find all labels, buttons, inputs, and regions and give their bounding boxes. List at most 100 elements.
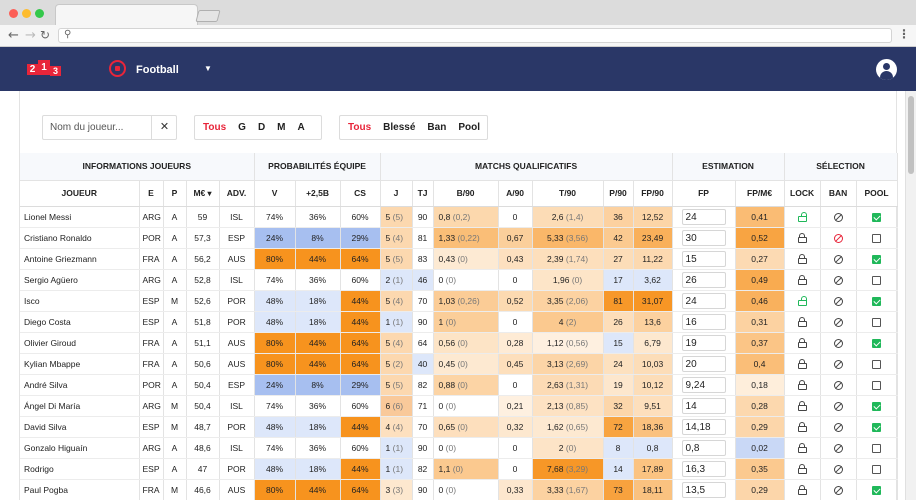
table-row[interactable]: Sergio Agüero ARG A 52,8 ISL 74% 36% 60% 2 (1) 46… [20,269,898,291]
lock-open-icon[interactable] [797,211,808,222]
col-assists-90-header[interactable]: A/90 [498,180,533,207]
filter-status-pool[interactable]: Pool [458,122,480,133]
fp-input[interactable]: 20 [681,355,726,372]
filter-position-a[interactable]: A [297,122,305,133]
user-account-icon[interactable] [876,59,897,80]
minimize-window-icon[interactable] [22,9,31,18]
col-passes-90-header[interactable]: P/90 [603,180,634,207]
lock-closed-icon[interactable] [797,232,807,243]
fp-input[interactable]: 16,3 [681,460,726,477]
col-shots-90-header[interactable]: T/90 [532,180,604,207]
clear-search-icon[interactable]: ✕ [151,116,177,139]
table-row[interactable]: Diego Costa ESP A 51,8 POR 48% 18% 44% 1 (1) 90 1 … [20,311,898,333]
pool-checkbox[interactable] [872,254,882,264]
table-row[interactable]: Gonzalo Higuaín ARG A 48,6 ISL 74% 36% 60% 1 (1)… [20,437,898,459]
pool-checkbox[interactable] [872,338,882,348]
pool-checkbox[interactable] [872,212,882,222]
pool-checkbox[interactable] [872,485,882,495]
fp-input[interactable]: 16 [681,313,726,330]
fp-input[interactable]: 13,5 [681,481,726,498]
ban-icon[interactable] [833,254,843,264]
filter-position-g[interactable]: G [238,122,246,133]
close-window-icon[interactable] [9,9,18,18]
filter-status-all[interactable]: Tous [348,122,372,133]
lock-closed-icon[interactable] [797,379,807,390]
ban-icon[interactable] [833,380,843,390]
forward-arrow-icon[interactable]: → [25,28,36,43]
lock-closed-icon[interactable] [797,442,807,453]
lock-closed-icon[interactable] [797,316,807,327]
lock-closed-icon[interactable] [797,358,807,369]
col-matches-header[interactable]: J [380,180,413,207]
table-row[interactable]: Ángel Di María ARG M 50,4 ISL 74% 36% 60% 6 (6) 7… [20,395,898,417]
ban-icon[interactable] [833,485,843,495]
fp-input[interactable]: 0,8 [681,439,726,456]
ban-icon[interactable] [833,275,843,285]
pool-checkbox[interactable] [872,275,882,285]
col-clean-sheet-header[interactable]: CS [340,180,381,207]
pool-checkbox[interactable] [872,401,882,411]
address-bar[interactable]: ⚲ [58,28,892,43]
pool-checkbox[interactable] [872,422,882,432]
col-over-25-goals-header[interactable]: +2,5B [295,180,341,207]
player-search-input[interactable] [44,117,152,138]
lock-closed-icon[interactable] [797,337,807,348]
browser-tab[interactable] [55,4,198,25]
back-arrow-icon[interactable]: ← [8,28,19,43]
col-player-header[interactable]: JOUEUR [20,180,140,207]
table-row[interactable]: Kylian Mbappe FRA A 50,6 AUS 80% 44% 64% 5 (2) 40… [20,353,898,375]
pool-checkbox[interactable] [872,296,882,306]
ban-icon[interactable] [833,317,843,327]
ban-icon[interactable] [833,464,843,474]
lock-closed-icon[interactable] [797,463,807,474]
col-team-header[interactable]: E [139,180,164,207]
pool-checkbox[interactable] [872,380,882,390]
filter-status-ban[interactable]: Ban [427,122,447,133]
col-win-prob-header[interactable]: V [254,180,296,207]
fp-input[interactable]: 30 [681,229,726,246]
col-lock-header[interactable]: LOCK [784,180,821,207]
new-tab-icon[interactable] [195,10,221,22]
fp-input[interactable]: 9,24 [681,376,726,393]
filter-position-d[interactable]: D [257,122,266,133]
lock-closed-icon[interactable] [797,421,807,432]
table-row[interactable]: Olivier Giroud FRA A 51,1 AUS 80% 44% 64% 5 (4) 6… [20,332,898,354]
lock-closed-icon[interactable] [797,274,807,285]
filter-status-injured[interactable]: Blessé [383,122,416,133]
col-opponent-header[interactable]: ADV. [219,180,255,207]
maximize-window-icon[interactable] [35,9,44,18]
col-minutes-header[interactable]: TJ [412,180,434,207]
fp-input[interactable]: 24 [681,292,726,309]
pool-checkbox[interactable] [872,233,882,243]
caret-down-icon[interactable]: ▼ [204,64,212,73]
table-row[interactable]: André Silva POR A 50,4 ESP 24% 8% 29% 5 (5) 82 0,8… [20,374,898,396]
ban-icon[interactable] [833,443,843,453]
col-position-header[interactable]: P [163,180,187,207]
sport-selector-label[interactable]: Football [136,64,179,76]
table-row[interactable]: Isco ESP M 52,6 POR 48% 18% 44% 5 (4) 70 1,03 (0,2… [20,290,898,312]
col-goals-90-header[interactable]: B/90 [433,180,499,207]
table-row[interactable]: Rodrigo ESP A 47 POR 48% 18% 44% 1 (1) 82 1,1 (0) 0… [20,458,898,480]
lock-open-icon[interactable] [797,295,808,306]
table-row[interactable]: Lionel Messi ARG A 59 ISL 74% 36% 60% 5 (5) 90 0,8… [20,206,898,228]
scrollbar-thumb[interactable] [908,96,914,174]
reload-icon[interactable]: ↻ [40,28,51,42]
col-fp-header[interactable]: FP [672,180,736,207]
menu-kebab-icon[interactable]: ⋮ [898,27,910,41]
sort-desc-icon[interactable]: ▾ [205,189,212,198]
lock-closed-icon[interactable] [797,253,807,264]
table-row[interactable]: Antoine Griezmann FRA A 56,2 AUS 80% 44% 64% 5 (… [20,248,898,270]
fp-input[interactable]: 15 [681,250,726,267]
col-pool-header[interactable]: POOL [856,180,898,207]
ban-icon[interactable] [833,359,843,369]
lock-closed-icon[interactable] [797,400,807,411]
fp-input[interactable]: 19 [681,334,726,351]
col-ban-header[interactable]: BAN [820,180,857,207]
filter-position-all[interactable]: Tous [203,122,227,133]
lock-closed-icon[interactable] [797,484,807,495]
ban-icon[interactable] [833,212,843,222]
filter-position-m[interactable]: M [277,122,286,133]
fp-input[interactable]: 24 [681,208,726,225]
pool-checkbox[interactable] [872,443,882,453]
table-row[interactable]: Paul Pogba FRA M 46,6 AUS 80% 44% 64% 3 (3) 90 0 (… [20,479,898,500]
